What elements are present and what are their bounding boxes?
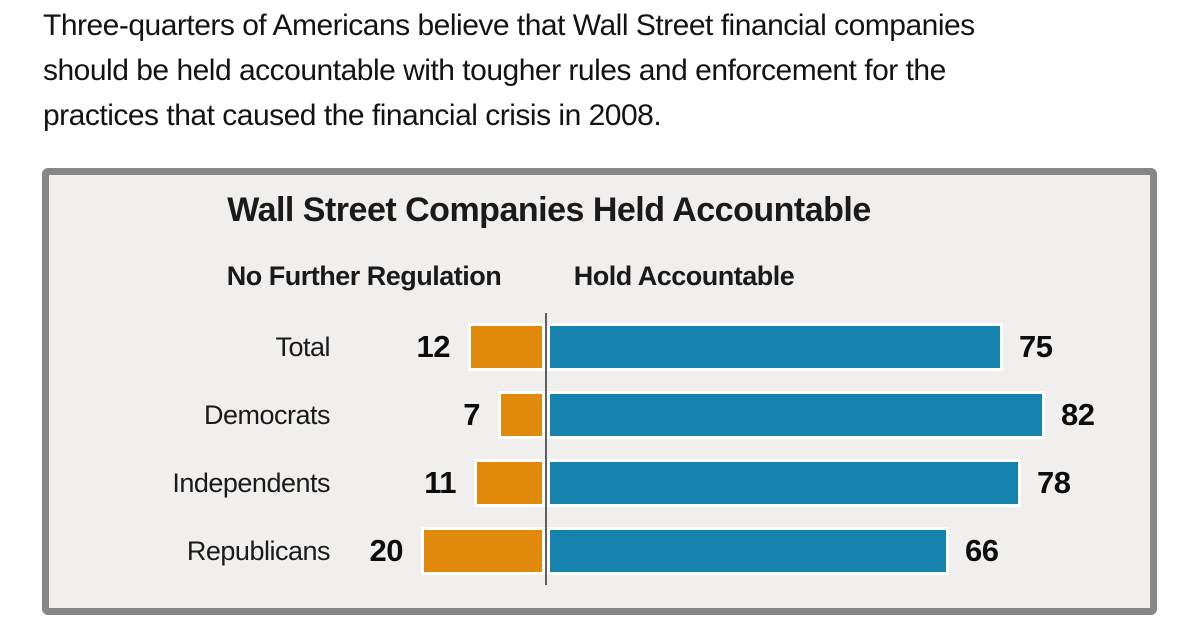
intro-text: Three-quarters of Americans believe that… bbox=[43, 3, 975, 138]
no-further-regulation-bar bbox=[421, 527, 545, 575]
chart-plot-area: Total 12 75 Democrats 7 82 Independents bbox=[49, 313, 1150, 585]
left-value: 12 bbox=[416, 329, 451, 364]
right-value: 66 bbox=[965, 533, 999, 568]
chart-row-total: Total 12 75 bbox=[49, 313, 1150, 381]
chart-row-independents: Independents 11 78 bbox=[49, 449, 1150, 517]
left-value: 7 bbox=[463, 397, 480, 432]
intro-line: practices that caused the financial cris… bbox=[43, 99, 662, 132]
category-label: Total bbox=[275, 331, 330, 362]
right-value: 82 bbox=[1061, 397, 1095, 432]
right-value: 75 bbox=[1019, 329, 1053, 364]
no-further-regulation-bar bbox=[468, 323, 545, 371]
hold-accountable-bar bbox=[547, 323, 1003, 371]
chart-frame: Wall Street Companies Held Accountable N… bbox=[42, 168, 1157, 615]
right-value: 78 bbox=[1037, 465, 1071, 500]
right-series-header: Hold Accountable bbox=[573, 261, 795, 291]
hold-accountable-bar bbox=[547, 459, 1021, 507]
intro-line: should be held accountable with tougher … bbox=[43, 54, 946, 87]
hold-accountable-bar bbox=[547, 391, 1045, 439]
chart-row-democrats: Democrats 7 82 bbox=[49, 381, 1150, 449]
right-bar-zone: 66 bbox=[545, 527, 999, 575]
left-bar-zone: 20 bbox=[330, 527, 545, 575]
right-bar-zone: 78 bbox=[545, 459, 1071, 507]
left-value: 20 bbox=[369, 533, 404, 568]
intro-line: Three-quarters of Americans believe that… bbox=[43, 9, 975, 42]
divider-line bbox=[545, 313, 547, 585]
category-label: Independents bbox=[172, 467, 330, 498]
left-bar-zone: 12 bbox=[330, 323, 545, 371]
chart-title: Wall Street Companies Held Accountable bbox=[227, 191, 871, 229]
left-value: 11 bbox=[424, 465, 456, 500]
left-series-header: No Further Regulation bbox=[226, 261, 502, 291]
right-bar-zone: 75 bbox=[545, 323, 1053, 371]
right-bar-zone: 82 bbox=[545, 391, 1095, 439]
no-further-regulation-bar bbox=[474, 459, 545, 507]
hold-accountable-bar bbox=[547, 527, 949, 575]
category-label: Democrats bbox=[203, 399, 331, 430]
left-bar-zone: 7 bbox=[330, 391, 545, 439]
left-bar-zone: 11 bbox=[330, 459, 545, 507]
no-further-regulation-bar bbox=[498, 391, 545, 439]
chart-row-republicans: Republicans 20 66 bbox=[49, 517, 1150, 585]
category-label: Republicans bbox=[186, 535, 331, 566]
